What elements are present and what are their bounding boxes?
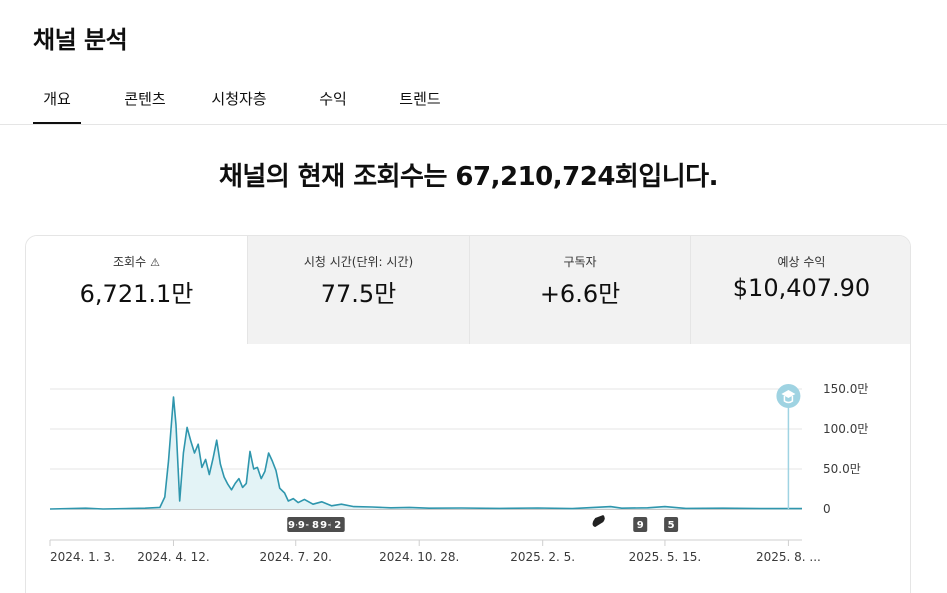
annotation-badge-label: 2 xyxy=(334,520,341,531)
annotation-badge[interactable] xyxy=(633,517,648,532)
tab-content[interactable]: 콘텐츠 xyxy=(124,90,166,108)
x-tick-label: 2024. 7. 20. xyxy=(259,550,332,564)
page-title: 채널 분석 xyxy=(33,26,128,54)
annotation-badge-label: 9+ xyxy=(288,520,303,531)
y-tick-label: 0 xyxy=(823,502,831,516)
shorts-icon[interactable] xyxy=(592,515,605,527)
annotation-badge-label: 9+ xyxy=(320,520,335,531)
x-tick-label: 2024. 4. 12. xyxy=(137,550,210,564)
tab-overview[interactable]: 개요 xyxy=(33,88,81,124)
tab-trends[interactable]: 트렌드 xyxy=(399,90,441,108)
metric-label: 조회수 ⚠ xyxy=(26,253,247,270)
metric-revenue[interactable]: 예상 수익 $10,407.90 xyxy=(690,236,910,344)
y-tick-label: 100.0만 xyxy=(823,422,868,436)
metric-views[interactable]: 조회수 ⚠ 6,721.1만 xyxy=(26,236,247,344)
annotation-badge-label: 8 xyxy=(312,520,319,531)
annotation-badge-label: 5 xyxy=(668,520,675,531)
metric-value: $10,407.90 xyxy=(732,274,871,302)
tab-audience[interactable]: 시청자층 xyxy=(211,90,267,108)
metric-label: 구독자 xyxy=(563,255,597,269)
x-tick-label: 2025. 2. 5. xyxy=(510,550,575,564)
metric-label: 시청 시간(단위: 시간) xyxy=(303,255,414,269)
metric-value: 77.5만 xyxy=(320,280,397,308)
x-tick-label: 2024. 10. 28. xyxy=(379,550,459,564)
metric-label: 예상 수익 xyxy=(777,255,826,269)
views-line xyxy=(49,396,802,510)
tab-revenue[interactable]: 수익 xyxy=(319,90,347,108)
metric-label-text: 조회수 xyxy=(113,255,147,269)
y-tick-label: 150.0만 xyxy=(823,382,868,396)
warning-icon[interactable]: ⚠ xyxy=(150,256,160,269)
annotation-badge[interactable] xyxy=(308,517,323,532)
x-tick-label: 2025. 5. 15. xyxy=(629,550,702,564)
graduation-cap-band xyxy=(783,396,794,404)
annotation-badge-label: 9+ xyxy=(298,520,313,531)
y-tick-label: 50.0만 xyxy=(823,462,861,476)
annotation-badge[interactable] xyxy=(330,517,345,532)
x-tick-label: 2025. 8. ... xyxy=(756,550,821,564)
x-tick-label: 2024. 1. 3. xyxy=(50,550,115,564)
metric-value: 6,721.1만 xyxy=(79,280,194,308)
metric-watch-time[interactable]: 시청 시간(단위: 시간) 77.5만 xyxy=(247,236,469,344)
metric-value: +6.6만 xyxy=(539,280,621,308)
views-area xyxy=(50,397,802,509)
metric-subscribers[interactable]: 구독자 +6.6만 xyxy=(469,236,690,344)
annotation-badge-label: 9 xyxy=(637,520,644,531)
annotation-badge[interactable] xyxy=(664,517,679,532)
tab-bar: 개요 콘텐츠 시청자층 수익 트렌드 xyxy=(0,78,947,125)
total-views-headline: 채널의 현재 조회수는 67,210,724회입니다. xyxy=(219,162,718,192)
